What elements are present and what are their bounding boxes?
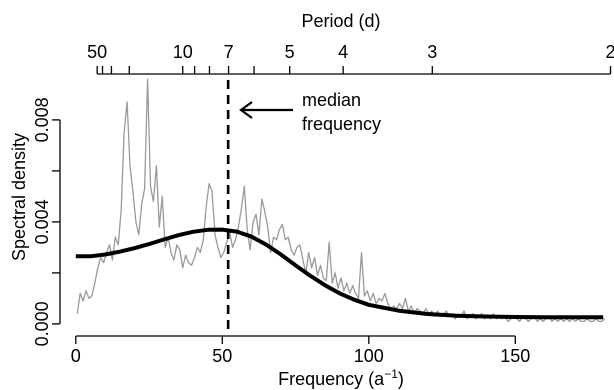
top-tick-label: 2 <box>606 42 614 62</box>
x-axis-title-main: Frequency (a <box>278 369 385 389</box>
median-annotation: median frequency <box>239 90 381 134</box>
annotation-arrowhead <box>239 101 253 119</box>
x-tick-label: 150 <box>500 346 530 366</box>
y-tick-label: 0.008 <box>32 97 52 142</box>
annotation-line-2: frequency <box>302 114 381 134</box>
y-tick-label: 0.004 <box>32 199 52 244</box>
x-tick-label: 0 <box>71 346 81 366</box>
plot-area <box>75 78 606 331</box>
top-tick-label: 4 <box>338 42 348 62</box>
top-axis-title: Period (d) <box>301 11 380 31</box>
y-axis-title: Spectral density <box>9 133 29 261</box>
y-tick-label: 0.000 <box>32 301 52 346</box>
top-tick-label: 5 <box>285 42 295 62</box>
top-tick-label: 3 <box>427 42 437 62</box>
bottom-axis: 0 50 100 150 <box>71 335 530 366</box>
top-tick-label: 50 <box>87 42 107 62</box>
x-axis-title: Frequency (a−1) <box>278 367 404 389</box>
x-tick-label: 50 <box>212 346 232 366</box>
top-axis: 50 10 7 5 4 3 2 <box>87 42 614 75</box>
top-tick-label: 10 <box>173 42 193 62</box>
top-tick-label: 7 <box>224 42 234 62</box>
annotation-line-1: median <box>302 90 361 110</box>
x-tick-label: 100 <box>354 346 384 366</box>
left-axis: 0.000 0.004 0.008 <box>32 97 61 346</box>
x-axis-title-sup: −1 <box>384 367 398 381</box>
x-axis-title-close: ) <box>398 369 404 389</box>
smooth-spectrum-line <box>75 227 604 320</box>
